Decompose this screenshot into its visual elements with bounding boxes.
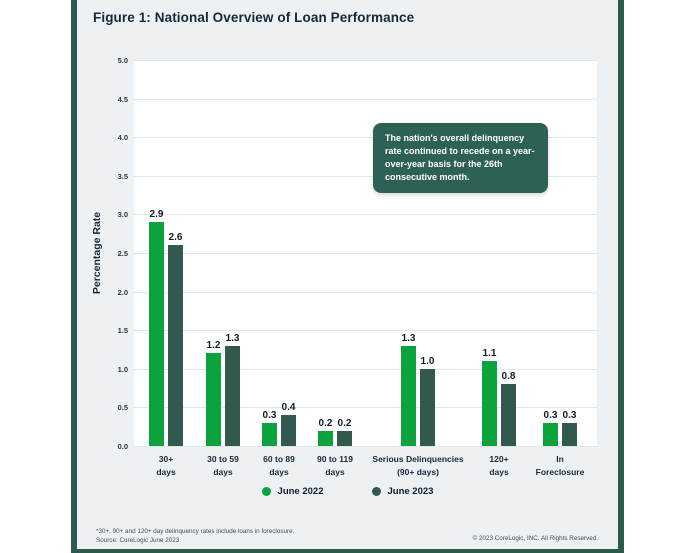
legend-dot-icon (371, 487, 381, 496)
annotation-callout: The nation's overall delinquency rate co… (373, 123, 548, 194)
y-tick-label: 0.5 (117, 403, 128, 413)
bar-june-2023 (337, 430, 352, 446)
frame-left-border (71, 0, 77, 553)
y-tick-label: 4.5 (117, 94, 128, 104)
annotation-text: The nation's overall delinquency rate co… (385, 133, 535, 183)
bar-value-label: 0.8 (501, 371, 516, 383)
y-tick-label: 3.5 (117, 171, 128, 181)
y-tick-label: 1.5 (117, 326, 128, 336)
y-tick-label: 3.0 (117, 210, 128, 220)
footnote-line-2: Source: CoreLogic June 2023 (96, 537, 180, 545)
y-tick-label: 4.0 (117, 133, 128, 143)
chart-panel: Figure 1: National Overview of Loan Perf… (77, 0, 618, 549)
bar-june-2023 (281, 415, 296, 446)
frame-right-border (618, 0, 624, 553)
bar-june-2023 (420, 368, 435, 446)
bar-june-2023 (225, 345, 240, 446)
legend-dot-icon (261, 487, 271, 496)
bar-value-label: 1.0 (420, 355, 435, 367)
x-category-label: In Foreclosure (535, 454, 585, 478)
legend-label: June 2022 (277, 486, 324, 497)
plot-area: 2.9 2.6 1.2 1.3 0.3 0.4 0.2 0.2 1.3 1.0 1.1 0.8 0.3 0… (134, 60, 597, 447)
x-category-label: 30+ days (156, 454, 176, 478)
bar-june-2022 (149, 222, 164, 446)
figure-title: Figure 1: National Overview of Loan Perf… (93, 10, 415, 25)
y-tick-label: 5.0 (117, 56, 128, 65)
x-category-label: Serious Delinquencies (90+ days) (372, 454, 464, 478)
gridline (134, 368, 597, 370)
gridline (134, 253, 597, 254)
gridline (134, 60, 597, 61)
bar-value-label: 0.3 (262, 409, 277, 421)
bar-value-label: 2.6 (168, 232, 183, 244)
gridline (134, 137, 597, 139)
legend-entry: June 2023 (371, 486, 434, 497)
bar-value-label: 0.4 (281, 402, 296, 414)
bar-value-label: 1.1 (482, 348, 497, 360)
gridline (134, 446, 597, 447)
bar-value-label: 0.2 (318, 417, 333, 429)
x-category-label: 120+ days (489, 454, 509, 478)
x-category-label: 60 to 89 days (263, 454, 295, 478)
x-category-label: 90 to 119 days (317, 454, 353, 478)
gridline (134, 407, 597, 409)
bar-june-2023 (562, 422, 577, 446)
bar-june-2022 (262, 422, 277, 446)
x-category-label: 30 to 59 days (207, 454, 239, 478)
bar-june-2022 (543, 422, 558, 446)
bar-june-2022 (206, 353, 221, 446)
bar-value-label: 1.3 (225, 332, 240, 344)
gridline (134, 214, 597, 216)
bar-june-2022 (401, 345, 416, 446)
bar-value-label: 0.2 (337, 417, 352, 429)
bar-value-label: 1.2 (206, 340, 221, 352)
y-tick-label: 1.0 (117, 364, 128, 374)
gridline (134, 98, 597, 100)
y-tick-label: 0.0 (117, 442, 128, 451)
legend: June 2022 June 2023 (77, 486, 618, 497)
gridline (134, 175, 597, 177)
y-tick-label: 2.0 (117, 287, 128, 297)
bar-value-label: 0.3 (562, 409, 577, 421)
bar-june-2023 (168, 245, 183, 446)
y-tick-label: 2.5 (117, 249, 128, 258)
gridline (134, 330, 597, 332)
legend-entry: June 2022 (261, 486, 324, 497)
bar-value-label: 2.9 (149, 209, 164, 221)
legend-label: June 2023 (387, 486, 434, 497)
frame-bottom-border (71, 549, 624, 553)
footnote-line-1: *30+, 90+ and 120+ day delinquency rates… (96, 528, 295, 535)
bar-value-label: 0.3 (543, 409, 558, 421)
copyright: © 2023 CoreLogic, INC. All Rights Reserv… (472, 535, 598, 542)
bar-june-2023 (501, 384, 516, 446)
bar-value-label: 1.3 (401, 332, 416, 344)
gridline (134, 291, 597, 293)
bar-june-2022 (318, 430, 333, 446)
footnote: *30+, 90+ and 120+ day delinquency rates… (96, 527, 294, 546)
bar-june-2022 (482, 361, 497, 446)
